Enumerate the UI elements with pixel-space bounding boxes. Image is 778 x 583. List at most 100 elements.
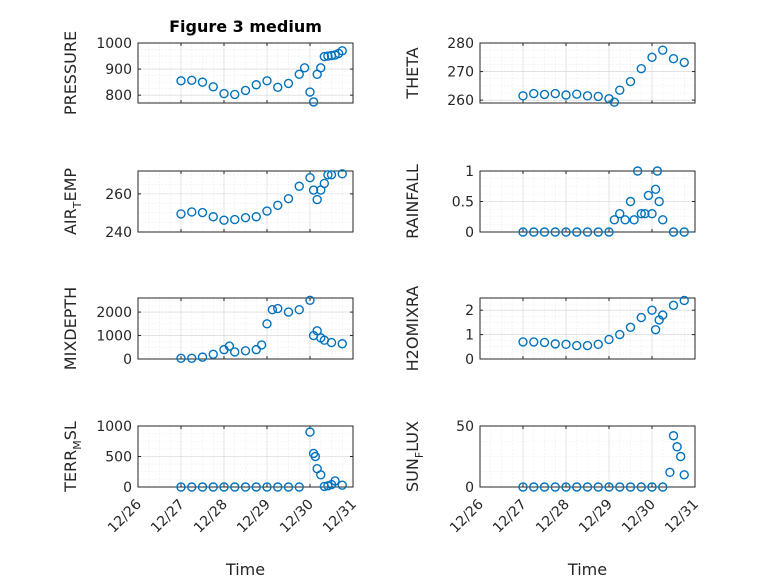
data-point (319, 178, 330, 189)
data-point (256, 340, 267, 350)
data-point (658, 45, 668, 55)
y-tick-label: 0 (465, 225, 474, 241)
data-point (208, 212, 218, 222)
data-point (572, 340, 582, 351)
data-point (323, 51, 333, 61)
data-point (224, 341, 235, 351)
y-tick-label: 0 (123, 480, 132, 496)
y-tick-label: 1000 (96, 329, 132, 345)
data-point (262, 76, 272, 86)
data-point (604, 482, 614, 492)
subplot-h2omixra: 0 1 2 H2OMIXRA (403, 286, 696, 371)
data-point (240, 213, 251, 223)
data-point (316, 63, 326, 73)
data-point (316, 470, 326, 480)
data-point (561, 482, 571, 492)
data-point (308, 185, 319, 195)
data-point (620, 215, 630, 225)
x-tick-label: 12/30 (619, 497, 659, 537)
data-point (230, 347, 240, 357)
x-tick-label: 12/31 (662, 497, 702, 537)
x-tick-label: 12/30 (277, 497, 317, 537)
data-point (187, 75, 197, 86)
data-point (262, 319, 272, 329)
data-point (658, 482, 668, 492)
data-point (636, 312, 646, 323)
data-point (518, 337, 528, 347)
data-point (593, 482, 603, 492)
x-tick-label: 12/28 (533, 497, 573, 537)
data-point (572, 89, 582, 99)
data-point (672, 442, 682, 452)
data-point (529, 337, 539, 347)
data-point (283, 307, 294, 317)
data-point (337, 480, 347, 490)
data-point (176, 482, 186, 492)
subplot-pressure: 800 900 1000 PRESSURE Figure 3 medium (61, 17, 354, 115)
data-point (518, 482, 528, 492)
subplot-rainfall: 0 0.5 1 RAINFALL (403, 164, 696, 241)
data-point (273, 200, 283, 211)
data-point (230, 214, 240, 225)
data-point (305, 295, 315, 306)
x-tick-label: 12/29 (576, 497, 616, 537)
data-point (636, 208, 646, 219)
x-tick-label: 12/26 (105, 496, 145, 536)
data-point (632, 166, 643, 176)
data-point (550, 482, 560, 492)
y-tick-label: 240 (105, 225, 132, 241)
data-point (615, 329, 625, 340)
data-point (643, 190, 654, 201)
data-point (640, 208, 650, 219)
subplot-air-temp: 240 260 AIRTEMP (61, 168, 354, 241)
subplot-mixdepth: 0 1000 2000 MIXDEPTH (61, 287, 354, 370)
data-point (658, 310, 668, 320)
x-axis-label: Time (225, 560, 265, 579)
y-tick-label: 2000 (96, 305, 132, 321)
y-tick-label: 800 (105, 88, 132, 104)
axes-border (137, 42, 354, 104)
data-point (593, 91, 603, 102)
data-point (283, 482, 294, 492)
x-axis-label: Time (567, 560, 607, 579)
data-point (625, 482, 636, 492)
y-axis-label: PRESSURE (61, 31, 80, 115)
data-point (319, 51, 330, 62)
data-point (615, 482, 625, 492)
y-tick-label: 900 (105, 62, 132, 78)
data-point (230, 482, 240, 492)
x-tick-label: 12/29 (234, 497, 274, 537)
data-point (305, 87, 315, 97)
data-point (187, 207, 197, 217)
data-point (650, 325, 661, 335)
y-tick-label: 50 (456, 419, 474, 435)
data-point (550, 88, 560, 99)
y-axis-label: MIXDEPTH (61, 287, 80, 370)
data-point (283, 193, 294, 204)
data-point (294, 482, 304, 492)
data-point (609, 97, 620, 107)
data-point (197, 207, 208, 218)
data-point (187, 482, 197, 492)
data-point (539, 482, 550, 492)
data-point (561, 227, 571, 237)
x-tick-label: 12/27 (148, 497, 188, 537)
y-tick-label: 0 (123, 352, 132, 368)
data-point (283, 78, 294, 89)
data-point (176, 209, 186, 219)
y-axis-label: THETA (403, 47, 422, 99)
y-tick-label: 260 (105, 187, 132, 203)
data-point (561, 339, 571, 350)
data-point (679, 470, 689, 480)
data-point (629, 215, 639, 225)
data-point (582, 340, 593, 351)
axes-border (479, 425, 696, 488)
y-tick-label: 1000 (96, 36, 132, 52)
chart-title: Figure 3 medium (169, 17, 322, 36)
data-point (240, 482, 251, 492)
data-point (572, 482, 582, 492)
axes-border (137, 297, 354, 360)
y-axis-label: AIRTEMP (61, 168, 84, 235)
data-point (668, 227, 679, 237)
